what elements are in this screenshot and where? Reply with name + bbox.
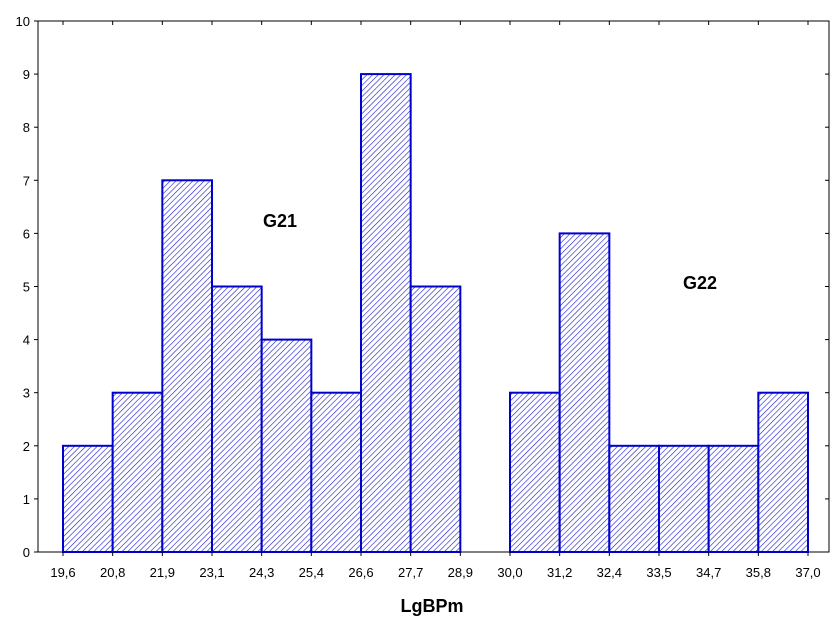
x-tick-label-12: 33,5 <box>646 565 671 580</box>
x-tick-label-8: 28,9 <box>448 565 473 580</box>
x-tick-label-0: 19,6 <box>50 565 75 580</box>
y-tick-label-1: 1 <box>23 492 30 507</box>
y-tick-label-10: 10 <box>16 14 30 29</box>
bar-4 <box>211 285 263 553</box>
bar-13 <box>658 444 710 553</box>
x-tick-label-1: 20,8 <box>100 565 125 580</box>
bar-5 <box>260 338 313 553</box>
bar-12 <box>608 444 660 553</box>
bar-3 <box>161 179 213 554</box>
bar-7 <box>360 73 412 553</box>
y-tick-label-9: 9 <box>23 67 30 82</box>
x-tick-label-4: 24,3 <box>249 565 274 580</box>
annotation-g22: G22 <box>683 273 717 293</box>
y-tick-label-4: 4 <box>23 333 30 348</box>
x-axis-label: LgBPm <box>401 596 464 616</box>
bar-15 <box>757 391 809 554</box>
y-tick-label-6: 6 <box>23 226 30 241</box>
bar-6 <box>310 391 363 554</box>
x-tick-label-13: 34,7 <box>696 565 721 580</box>
x-tick-label-9: 30,0 <box>497 565 522 580</box>
y-tick-label-0: 0 <box>23 545 30 560</box>
bar-1 <box>62 444 114 553</box>
x-tick-label-7: 27,7 <box>398 565 423 580</box>
y-tick-label-3: 3 <box>23 386 30 401</box>
x-tick-label-6: 26,6 <box>348 565 373 580</box>
x-tick-label-10: 31,2 <box>547 565 572 580</box>
y-tick-label-8: 8 <box>23 120 30 135</box>
x-tick-label-3: 23,1 <box>199 565 224 580</box>
x-tick-label-11: 32,4 <box>597 565 622 580</box>
y-tick-label-5: 5 <box>23 280 30 295</box>
x-tick-label-2: 21,9 <box>150 565 175 580</box>
bar-2 <box>111 391 164 554</box>
bar-10 <box>509 391 561 554</box>
bar-14 <box>707 444 760 553</box>
x-tick-label-14: 35,8 <box>746 565 771 580</box>
bar-11 <box>558 232 611 553</box>
bar-8 <box>409 285 462 553</box>
y-tick-label-2: 2 <box>23 439 30 454</box>
x-tick-label-15: 37,0 <box>795 565 820 580</box>
annotation-g21: G21 <box>263 211 297 231</box>
y-tick-label-7: 7 <box>23 173 30 188</box>
x-tick-label-5: 25,4 <box>299 565 324 580</box>
